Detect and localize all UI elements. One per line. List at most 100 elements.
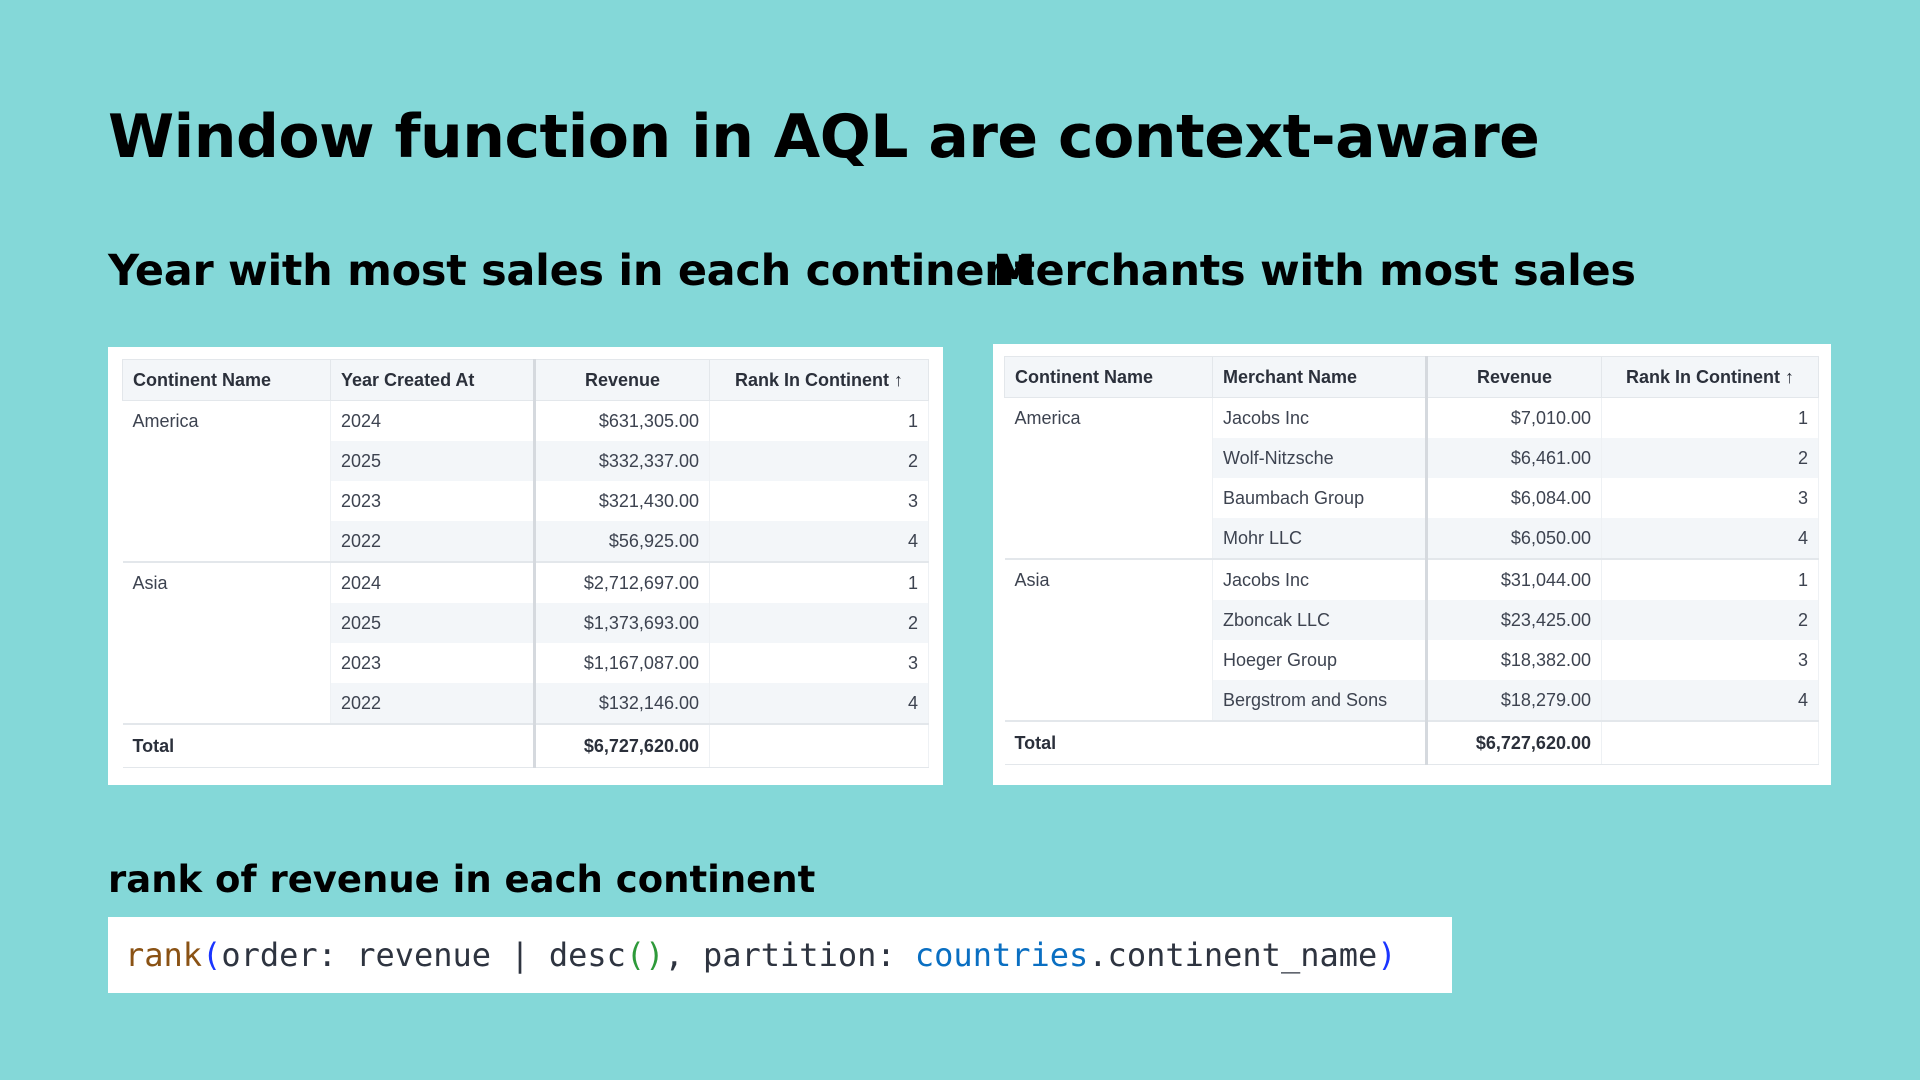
column-header[interactable]: Revenue [1425,356,1602,398]
table-row: Zboncak LLC $23,425.00 2 [1005,600,1819,640]
total-value: $6,727,620.00 [1425,721,1602,765]
revenue-cell: $7,010.00 [1425,397,1602,438]
column-header[interactable]: Continent Name [1004,356,1213,398]
revenue-cell: $6,084.00 [1425,478,1602,518]
total-label: Total [122,724,535,768]
name-cell: 2024 [330,562,535,603]
rank-cell: 2 [709,603,929,643]
revenue-cell: $23,425.00 [1425,600,1602,640]
name-cell: 2024 [330,400,535,441]
revenue-cell: $1,373,693.00 [533,603,710,643]
right-table-subtitle: Merchants with most sales [993,246,1636,296]
name-cell: 2025 [330,603,535,643]
continent-cell: Asia [122,562,331,725]
table-row: Wolf-Nitzsche $6,461.00 2 [1005,438,1819,478]
name-cell: 2022 [330,521,535,563]
name-cell: Wolf-Nitzsche [1212,438,1427,478]
name-cell: 2022 [330,683,535,725]
table-row: Bergstrom and Sons $18,279.00 4 [1005,680,1819,722]
table-row: 2025 $332,337.00 2 [123,441,929,481]
name-cell: 2025 [330,441,535,481]
column-header[interactable]: Continent Name [122,359,331,401]
table-row: 2023 $321,430.00 3 [123,481,929,521]
revenue-cell: $1,167,087.00 [533,643,710,683]
merchant-revenue-table: Continent Name Merchant Name Revenue Rank I… [1004,356,1819,765]
rank-cell: 4 [709,521,929,563]
revenue-cell: $6,050.00 [1425,518,1602,560]
table-row: 2022 $132,146.00 4 [123,683,929,725]
table-row: 2023 $1,167,087.00 3 [123,643,929,683]
continent-cell: Asia [1004,559,1213,722]
table-row: Baumbach Group $6,084.00 3 [1005,478,1819,518]
continent-cell: America [1004,397,1213,560]
year-revenue-table: Continent Name Year Created At Revenue Rank… [122,359,929,768]
table-row: Mohr LLC $6,050.00 4 [1005,518,1819,560]
revenue-cell: $18,279.00 [1425,680,1602,722]
name-cell: Jacobs Inc [1212,559,1427,600]
column-header[interactable]: Revenue [533,359,710,401]
revenue-cell: $2,712,697.00 [533,562,710,603]
slide-title: Window function in AQL are context-aware [108,102,1540,172]
table-row: 2025 $1,373,693.00 2 [123,603,929,643]
continent-cell: America [122,400,331,563]
name-cell: Mohr LLC [1212,518,1427,560]
rank-cell: 3 [709,481,929,521]
rank-cell: 1 [709,400,929,441]
name-cell: Bergstrom and Sons [1212,680,1427,722]
rank-cell: 4 [709,683,929,725]
total-rank-empty [1601,721,1819,765]
total-value: $6,727,620.00 [533,724,710,768]
rank-cell: 2 [1601,600,1819,640]
rank-cell: 3 [1601,478,1819,518]
revenue-cell: $332,337.00 [533,441,710,481]
name-cell: Jacobs Inc [1212,397,1427,438]
name-cell: 2023 [330,643,535,683]
column-header[interactable]: Merchant Name [1212,356,1427,398]
table-row: Asia Jacobs Inc $31,044.00 1 [1004,559,1819,722]
table-row: America Jacobs Inc $7,010.00 1 [1004,397,1819,560]
rank-cell: 4 [1601,518,1819,560]
left-table-subtitle: Year with most sales in each continent [108,246,1035,296]
table-row: America 2024 $631,305.00 1 [122,400,929,563]
name-cell: Zboncak LLC [1212,600,1427,640]
right-table-card: Continent Name Merchant Name Revenue Rank I… [993,344,1831,785]
rank-cell: 2 [1601,438,1819,478]
revenue-cell: $321,430.00 [533,481,710,521]
code-snippet: rank(order: revenue | desc(), partition:… [108,917,1452,993]
rank-cell: 3 [709,643,929,683]
revenue-cell: $631,305.00 [533,400,710,441]
rank-cell: 1 [709,562,929,603]
rank-cell: 1 [1601,397,1819,438]
total-row: Total $6,727,620.00 [1004,721,1819,765]
revenue-cell: $6,461.00 [1425,438,1602,478]
name-cell: Hoeger Group [1212,640,1427,680]
code-paren: ) [1377,936,1397,974]
rank-cell: 2 [709,441,929,481]
table-row: Asia 2024 $2,712,697.00 1 [122,562,929,725]
code-partition-arg: , partition: [664,936,915,974]
rank-cell: 4 [1601,680,1819,722]
name-cell: 2023 [330,481,535,521]
table-row: 2022 $56,925.00 4 [123,521,929,563]
code-namespace: countries [914,936,1089,974]
revenue-cell: $56,925.00 [533,521,710,563]
code-label: rank of revenue in each continent [108,858,816,901]
code-paren: () [625,936,665,974]
code-function: rank [125,936,203,974]
name-cell: Baumbach Group [1212,478,1427,518]
revenue-cell: $132,146.00 [533,683,710,725]
rank-cell: 1 [1601,559,1819,600]
column-header[interactable]: Year Created At [330,359,535,401]
column-header[interactable]: Rank In Continent ↑ [1601,356,1819,398]
code-order-arg: order: revenue | desc [221,936,626,974]
total-label: Total [1004,721,1427,765]
code-paren: ( [202,936,222,974]
rank-cell: 3 [1601,640,1819,680]
column-header[interactable]: Rank In Continent ↑ [709,359,929,401]
table-row: Hoeger Group $18,382.00 3 [1005,640,1819,680]
total-row: Total $6,727,620.00 [122,724,929,768]
total-rank-empty [709,724,929,768]
code-field: .continent_name [1088,936,1378,974]
revenue-cell: $18,382.00 [1425,640,1602,680]
left-table-card: Continent Name Year Created At Revenue Rank… [108,347,943,785]
